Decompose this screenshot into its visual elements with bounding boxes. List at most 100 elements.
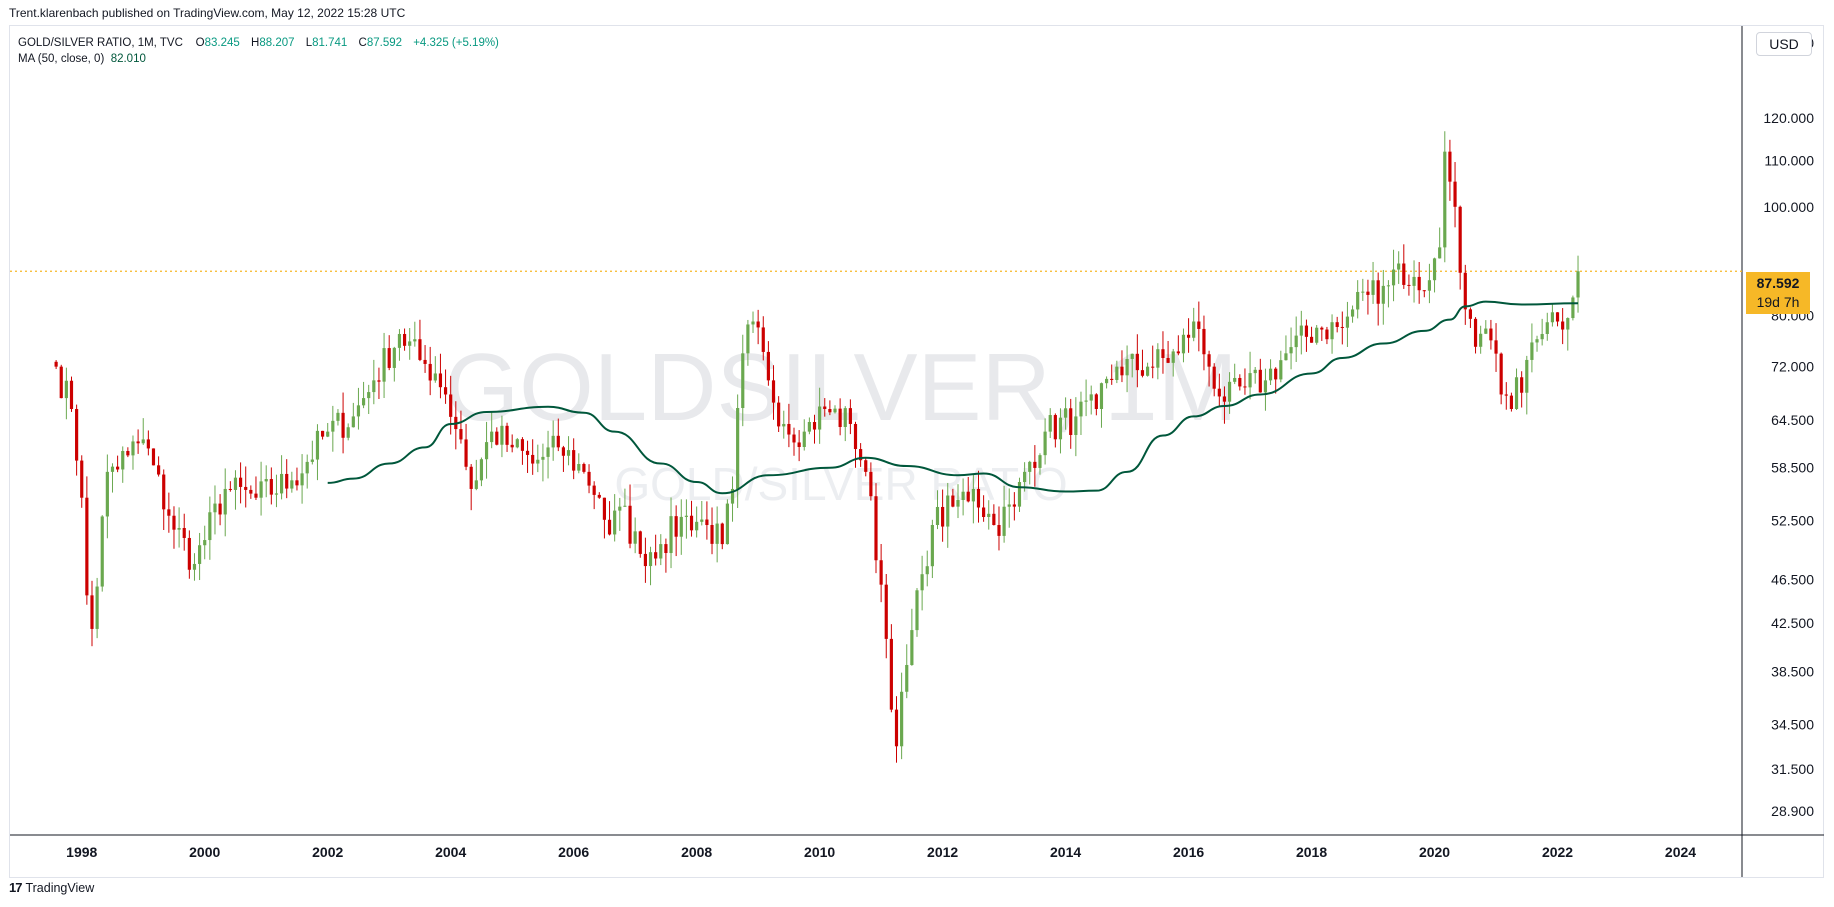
candle-body [587, 471, 591, 486]
candle-body [561, 447, 566, 456]
candle-body [1371, 280, 1375, 295]
candle-body [269, 479, 273, 495]
candle-body [254, 493, 258, 498]
candle-body [961, 491, 965, 500]
candle-body [818, 406, 822, 430]
candle-body [218, 503, 222, 515]
candle-body [146, 439, 150, 449]
candle-body [1422, 290, 1426, 292]
legend-ma-label: MA (50, close, 0) [18, 53, 105, 65]
candle-body [264, 479, 268, 482]
candle-body [736, 408, 740, 489]
candle-body [935, 506, 940, 526]
candle-body [946, 495, 950, 527]
candle-body [971, 488, 975, 502]
candle-body [828, 408, 832, 413]
candle-body [392, 347, 396, 368]
x-tick-label: 2008 [681, 844, 712, 860]
candle-body [136, 441, 140, 444]
candle-body [1463, 272, 1467, 310]
candle-body [1099, 383, 1104, 409]
candle-body [777, 402, 781, 427]
candle-body [203, 540, 207, 546]
candle-body [915, 590, 919, 631]
candle-body [1207, 354, 1211, 367]
candle-body [843, 408, 847, 427]
candle-body [1561, 321, 1565, 330]
candle-body [613, 510, 617, 535]
candle-body [515, 439, 519, 448]
candle-body [490, 431, 494, 443]
y-tick-label: 58.500 [1771, 460, 1814, 476]
candle-body [1407, 284, 1411, 286]
y-tick-label: 46.500 [1771, 571, 1814, 587]
candle-body [1366, 291, 1370, 295]
candle-body [751, 321, 755, 325]
candle-body [1186, 334, 1191, 338]
candle-body [495, 431, 499, 445]
candle-body [874, 496, 878, 561]
candle-body [628, 505, 632, 544]
candle-body [1504, 394, 1508, 396]
candle-body [121, 450, 125, 470]
candle-body [157, 465, 161, 475]
x-tick-label: 2024 [1665, 844, 1696, 860]
last-price-value: 87.592 [1756, 275, 1800, 291]
candle-body [756, 321, 760, 328]
candle-body [1274, 368, 1278, 380]
candle-body [1289, 347, 1293, 354]
candle-body [1181, 334, 1186, 354]
candle-body [782, 423, 786, 427]
candle-body [151, 448, 156, 466]
candle-body [1325, 329, 1329, 340]
candle-body [992, 513, 996, 526]
candle-body [541, 456, 545, 460]
candle-body [720, 523, 724, 545]
candle-body [105, 471, 109, 517]
currency-button[interactable]: USD [1756, 32, 1812, 56]
legend-close-value: 87.592 [366, 37, 403, 49]
candle-body [1197, 321, 1201, 329]
candle-body [85, 497, 89, 596]
candle-body [633, 531, 637, 544]
candle-body [1248, 373, 1252, 388]
candle-body [1376, 280, 1380, 304]
candle-body [1299, 325, 1303, 336]
candle-body [1499, 353, 1503, 395]
candle-body [746, 324, 750, 354]
candle-body [695, 521, 699, 531]
candle-body [689, 515, 694, 531]
candle-body [510, 444, 514, 448]
x-tick-label: 2010 [804, 844, 835, 860]
candle-body [807, 422, 811, 432]
footer-brand[interactable]: 17 TradingView [9, 880, 94, 895]
legend-ma-row: MA (50, close, 0) 82.010 [18, 51, 499, 67]
candle-body [1227, 381, 1232, 402]
legend-high-value: 88.207 [259, 37, 295, 49]
candle-body [797, 442, 801, 447]
candle-body [1089, 394, 1093, 401]
candle-body [397, 333, 402, 348]
candle-body [259, 481, 263, 498]
candle-body [879, 560, 883, 585]
x-tick-label: 2006 [558, 844, 589, 860]
candle-body [1074, 416, 1078, 435]
x-tick-label: 2022 [1542, 844, 1573, 860]
candle-body [449, 394, 453, 417]
legend-high-label: H [251, 37, 260, 49]
candle-body [192, 563, 197, 570]
candle-body [1530, 342, 1534, 360]
candle-body [1268, 368, 1273, 381]
candle-body [285, 473, 289, 489]
candle-body [520, 439, 525, 451]
candle-body [592, 485, 596, 495]
candle-body [602, 497, 607, 520]
x-tick-label: 2004 [435, 844, 466, 860]
candle-body [1166, 357, 1170, 363]
candle-body [356, 405, 361, 417]
candle-body [172, 515, 176, 530]
candle-body [551, 435, 555, 448]
candle-body [290, 480, 294, 489]
candle-body [905, 664, 909, 692]
